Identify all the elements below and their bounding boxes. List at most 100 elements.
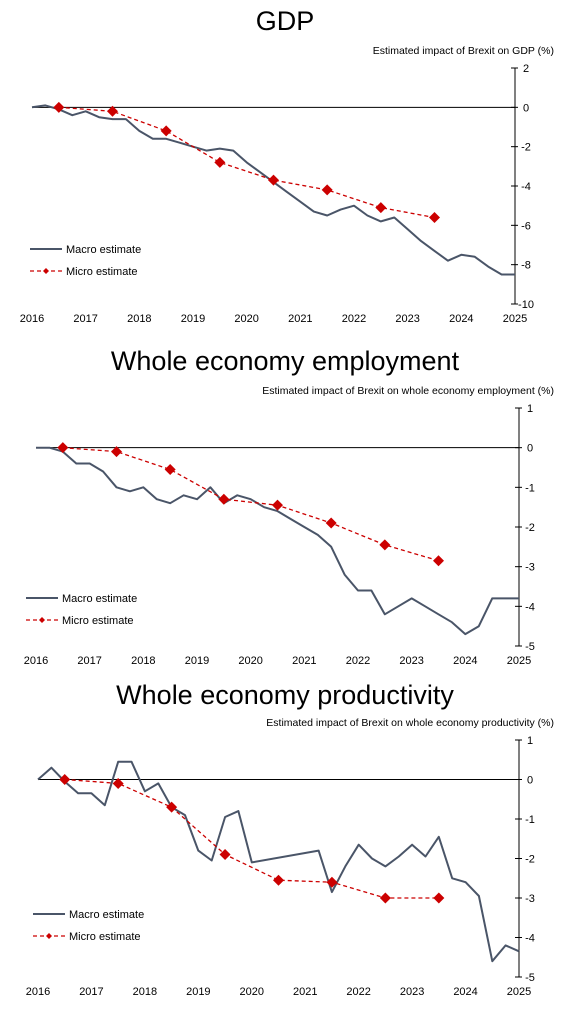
x-tick-label: 2022	[346, 986, 370, 998]
legend-label: Micro estimate	[69, 931, 141, 943]
y-tick-label: -3	[525, 893, 535, 905]
y-tick-label: -4	[525, 933, 535, 945]
series-line-macro	[36, 446, 519, 636]
micro-marker	[379, 539, 391, 551]
x-tick-label: 2019	[185, 655, 209, 667]
x-tick-label: 2019	[181, 313, 205, 325]
series-line-macro	[37, 760, 520, 963]
micro-marker	[164, 463, 176, 475]
micro-marker	[218, 493, 230, 505]
micro-marker	[57, 442, 69, 454]
micro-marker	[59, 774, 71, 785]
x-tick-label: 2018	[127, 313, 151, 325]
x-tick-label: 2021	[288, 313, 312, 325]
x-tick-label: 2019	[186, 986, 210, 998]
x-tick-label: 2020	[234, 313, 258, 325]
y-tick-label: -4	[525, 601, 535, 613]
x-tick-label: 2021	[292, 655, 316, 667]
y-axis-label: Estimated impact of Brexit on GDP (%)	[372, 45, 554, 57]
chart-title: Whole economy employment	[110, 346, 460, 376]
y-tick-label: -5	[525, 641, 535, 653]
y-tick-label: -6	[521, 220, 531, 232]
legend-label: Macro estimate	[66, 244, 141, 256]
x-tick-label: 2016	[20, 313, 44, 325]
y-tick-label: -2	[525, 854, 535, 866]
micro-marker	[214, 156, 226, 168]
series-line-micro	[62, 447, 439, 562]
y-tick-label: 0	[527, 443, 533, 455]
chart-panel-gdp: GDP Estimated impact of Brexit on GDP (%…	[0, 0, 570, 340]
series-line-micro	[58, 106, 435, 219]
micro-marker	[433, 555, 444, 567]
y-tick-label: -4	[521, 181, 531, 193]
y-tick-label: -5	[525, 972, 535, 984]
legend-label: Micro estimate	[62, 615, 134, 627]
x-tick-label: 2023	[400, 986, 424, 998]
x-tick-label: 2018	[131, 655, 155, 667]
micro-marker	[160, 125, 172, 137]
y-tick-label: -1	[525, 482, 535, 494]
line-chart: 1 0 -1 -2 -3 -4 -5 2016 2017 2018 2019 2020 2021 2022…	[24, 403, 535, 667]
micro-marker	[272, 499, 283, 511]
micro-marker	[53, 101, 65, 113]
x-tick-label: 2018	[133, 986, 157, 998]
x-tick-label: 2024	[453, 986, 477, 998]
legend-label: Macro estimate	[62, 593, 137, 605]
chart-title: GDP	[255, 6, 315, 36]
y-tick-label: -2	[525, 522, 535, 534]
y-tick-label: -10	[518, 299, 534, 311]
micro-marker	[321, 184, 333, 196]
legend-marker-micro	[46, 933, 52, 939]
chart-panel-productivity: Whole economy productivity Estimated imp…	[0, 680, 570, 1024]
y-tick-label: 1	[527, 403, 533, 415]
x-tick-label: 2024	[449, 313, 473, 325]
micro-marker	[107, 105, 118, 117]
legend-marker-micro	[43, 268, 49, 274]
x-tick-label: 2025	[507, 655, 531, 667]
y-tick-label: -3	[525, 562, 535, 574]
micro-marker	[166, 801, 178, 813]
x-tick-label: 2016	[26, 986, 50, 998]
x-tick-label: 2017	[79, 986, 103, 998]
micro-marker	[375, 202, 387, 214]
y-tick-label: -2	[521, 142, 531, 154]
x-tick-label: 2016	[24, 655, 48, 667]
legend-label: Macro estimate	[69, 909, 144, 921]
series-line-micro	[64, 778, 439, 899]
y-tick-label: 2	[523, 63, 529, 75]
micro-marker	[379, 892, 391, 904]
y-tick-label: -8	[521, 260, 531, 272]
x-tick-label: 2023	[395, 313, 419, 325]
y-axis-label: Estimated impact of Brexit on whole econ…	[262, 385, 554, 397]
micro-marker	[111, 446, 122, 458]
x-tick-label: 2025	[503, 313, 527, 325]
x-tick-label: 2024	[453, 655, 477, 667]
x-tick-label: 2020	[240, 986, 264, 998]
y-tick-label: 0	[523, 102, 529, 114]
x-tick-label: 2021	[293, 986, 317, 998]
x-tick-label: 2022	[346, 655, 370, 667]
x-tick-label: 2023	[399, 655, 423, 667]
micro-marker	[325, 517, 337, 529]
chart-title: Whole economy productivity	[116, 680, 454, 710]
micro-marker	[268, 174, 279, 186]
chart-panel-employment: Whole economy employment Estimated impac…	[0, 340, 570, 680]
x-tick-label: 2017	[73, 313, 97, 325]
micro-marker	[433, 892, 445, 904]
micro-marker	[429, 211, 440, 223]
legend-label: Micro estimate	[66, 266, 138, 278]
line-chart: 2 0 -2 -4 -6 -8 -10 2016 2017 2018 2019 2020 2021 202…	[20, 63, 534, 325]
y-tick-label: -1	[525, 814, 535, 826]
micro-marker	[273, 874, 284, 886]
legend-marker-micro	[39, 617, 45, 623]
micro-marker	[219, 849, 231, 861]
y-tick-label: 1	[527, 735, 533, 747]
x-tick-label: 2017	[77, 655, 101, 667]
x-tick-label: 2020	[238, 655, 262, 667]
y-tick-label: 0	[527, 775, 533, 787]
y-axis-label: Estimated impact of Brexit on whole econ…	[266, 717, 554, 729]
micro-marker	[112, 777, 124, 789]
x-tick-label: 2022	[342, 313, 366, 325]
line-chart: 1 0 -1 -2 -3 -4 -5 2016 2017 2018 2019 2020 2021 2022…	[26, 735, 535, 998]
micro-marker	[326, 876, 338, 888]
